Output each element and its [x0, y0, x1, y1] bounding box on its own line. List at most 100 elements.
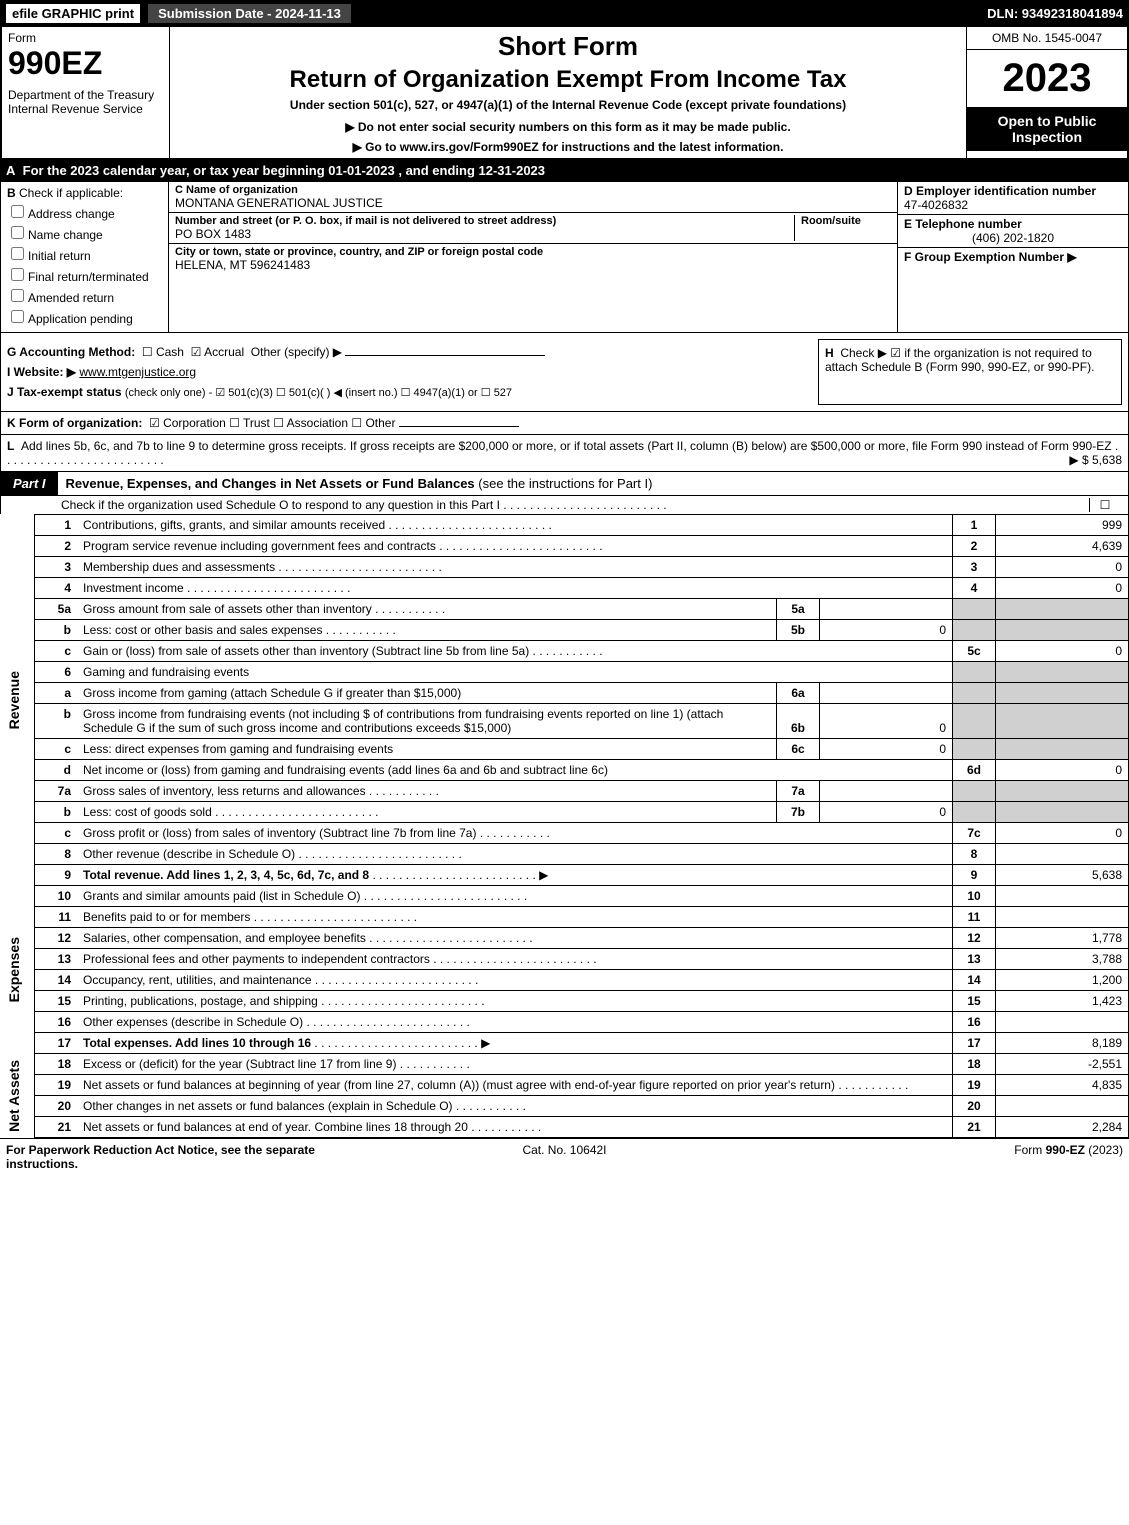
efile-print-label[interactable]: efile GRAPHIC print: [6, 4, 140, 23]
table-row: c Gain or (loss) from sale of assets oth…: [0, 641, 1129, 662]
table-row: 16 Other expenses (describe in Schedule …: [0, 1012, 1129, 1033]
b-label: B: [7, 186, 16, 200]
table-row: Net Assets 18 Excess or (deficit) for th…: [0, 1054, 1129, 1075]
form-word: Form: [8, 31, 163, 45]
table-row: b Less: cost of goods sold 7b 0: [0, 802, 1129, 823]
table-row: d Net income or (loss) from gaming and f…: [0, 760, 1129, 781]
part1-sub: Check if the organization used Schedule …: [0, 496, 1129, 514]
footer-right: Form 990-EZ (2023): [751, 1143, 1123, 1171]
b-opt-pending[interactable]: Application pending: [7, 307, 162, 326]
f-label: F Group Exemption Number ▶: [904, 250, 1077, 264]
b-checkbox-final[interactable]: [11, 268, 24, 281]
form-header: Form 990EZ Department of the Treasury In…: [0, 27, 1129, 160]
c-street-label: Number and street (or P. O. box, if mail…: [175, 215, 788, 227]
d-row: D Employer identification number 47-4026…: [898, 182, 1128, 215]
part1-check-text: Check if the organization used Schedule …: [61, 498, 1089, 512]
d-value: 47-4026832: [904, 198, 1122, 212]
part1-check-box[interactable]: ☐: [1089, 498, 1120, 512]
footer-left: For Paperwork Reduction Act Notice, see …: [6, 1143, 378, 1171]
section-def: D Employer identification number 47-4026…: [897, 182, 1128, 332]
table-row: b Less: cost or other basis and sales ex…: [0, 620, 1129, 641]
l-value: ▶ $ 5,638: [1069, 453, 1122, 467]
top-bar: efile GRAPHIC print Submission Date - 20…: [0, 0, 1129, 27]
return-title: Return of Organization Exempt From Incom…: [176, 66, 960, 94]
part1-title: Revenue, Expenses, and Changes in Net As…: [58, 472, 1128, 495]
g-accrual[interactable]: [191, 345, 204, 359]
table-row: 14 Occupancy, rent, utilities, and maint…: [0, 970, 1129, 991]
section-ghij: G Accounting Method: Cash Accrual Other …: [0, 333, 1129, 412]
c-name-row: C Name of organization MONTANA GENERATIO…: [169, 182, 897, 213]
g-other-field[interactable]: [345, 355, 545, 356]
d-label: D Employer identification number: [904, 184, 1122, 198]
l-label: L: [7, 439, 14, 453]
b-checkbox-name[interactable]: [11, 226, 24, 239]
b-opt-final[interactable]: Final return/terminated: [7, 265, 162, 284]
c-name-label: C Name of organization: [175, 184, 891, 196]
short-form-title: Short Form: [176, 31, 960, 62]
open-inspection: Open to Public Inspection: [967, 107, 1127, 151]
section-c: C Name of organization MONTANA GENERATIO…: [169, 182, 897, 332]
section-bcdef: B Check if applicable: Address change Na…: [0, 181, 1129, 333]
table-row: 13 Professional fees and other payments …: [0, 949, 1129, 970]
table-row: 5a Gross amount from sale of assets othe…: [0, 599, 1129, 620]
g-label: G Accounting Method:: [7, 345, 135, 359]
table-row: 9 Total revenue. Add lines 1, 2, 3, 4, 5…: [0, 865, 1129, 886]
section-a-text: For the 2023 calendar year, or tax year …: [23, 163, 545, 178]
table-row: 3 Membership dues and assessments 3 0: [0, 557, 1129, 578]
j-label: J Tax-exempt status: [7, 385, 122, 399]
b-checkbox-amended[interactable]: [11, 289, 24, 302]
b-check-text: Check if applicable:: [19, 186, 123, 200]
l-text: Add lines 5b, 6c, and 7b to line 9 to de…: [21, 439, 1112, 453]
table-row: 8 Other revenue (describe in Schedule O)…: [0, 844, 1129, 865]
b-checkbox-initial[interactable]: [11, 247, 24, 260]
table-row: 11 Benefits paid to or for members 11: [0, 907, 1129, 928]
g-other: Other (specify) ▶: [251, 345, 342, 359]
g-line: G Accounting Method: Cash Accrual Other …: [7, 345, 818, 359]
dln: DLN: 93492318041894: [987, 6, 1123, 21]
department: Department of the Treasury Internal Reve…: [8, 88, 163, 116]
i-value[interactable]: www.mtgenjustice.org: [79, 365, 196, 379]
b-checkbox-address[interactable]: [11, 205, 24, 218]
g-cash[interactable]: [142, 345, 156, 359]
part1-table: Revenue 1 Contributions, gifts, grants, …: [0, 514, 1129, 1138]
k-other-field[interactable]: [399, 426, 519, 427]
form-title-block: Short Form Return of Organization Exempt…: [170, 27, 966, 158]
section-b: B Check if applicable: Address change Na…: [1, 182, 169, 332]
section-a: A For the 2023 calendar year, or tax yea…: [0, 160, 1129, 181]
b-opt-initial[interactable]: Initial return: [7, 244, 162, 263]
table-row: c Gross profit or (loss) from sales of i…: [0, 823, 1129, 844]
table-row: 15 Printing, publications, postage, and …: [0, 991, 1129, 1012]
expenses-side-label: Expenses: [0, 886, 35, 1054]
e-value: (406) 202-1820: [904, 231, 1122, 245]
i-line: I Website: ▶ www.mtgenjustice.org: [7, 365, 818, 379]
b-opt-amended[interactable]: Amended return: [7, 286, 162, 305]
c-city-row: City or town, state or province, country…: [169, 244, 897, 274]
goto-link[interactable]: ▶ Go to www.irs.gov/Form990EZ for instru…: [176, 140, 960, 154]
table-row: 19 Net assets or fund balances at beginn…: [0, 1075, 1129, 1096]
c-city-label: City or town, state or province, country…: [175, 246, 891, 258]
j-text: (check only one) - ☑ 501(c)(3) ☐ 501(c)(…: [125, 387, 512, 399]
h-text: Check ▶ ☑ if the organization is not req…: [825, 346, 1094, 374]
header-right: OMB No. 1545-0047 2023 Open to Public In…: [966, 27, 1127, 158]
table-row: c Less: direct expenses from gaming and …: [0, 739, 1129, 760]
table-row: 4 Investment income 4 0: [0, 578, 1129, 599]
c-room-label: Room/suite: [801, 215, 891, 227]
b-opt-address[interactable]: Address change: [7, 202, 162, 221]
b-checkbox-pending[interactable]: [11, 310, 24, 323]
h-label: H: [825, 346, 834, 360]
table-row: 20 Other changes in net assets or fund b…: [0, 1096, 1129, 1117]
c-name-value: MONTANA GENERATIONAL JUSTICE: [175, 196, 891, 210]
b-opt-name[interactable]: Name change: [7, 223, 162, 242]
k-label: K Form of organization:: [7, 416, 142, 430]
i-label: I Website: ▶: [7, 365, 76, 379]
form-id-block: Form 990EZ Department of the Treasury In…: [2, 27, 170, 158]
table-row: 2 Program service revenue including gove…: [0, 536, 1129, 557]
part1-header: Part I Revenue, Expenses, and Changes in…: [0, 472, 1129, 496]
table-row: Revenue 1 Contributions, gifts, grants, …: [0, 515, 1129, 536]
table-row: 17 Total expenses. Add lines 10 through …: [0, 1033, 1129, 1054]
submission-date: Submission Date - 2024-11-13: [146, 2, 353, 25]
table-row: 21 Net assets or fund balances at end of…: [0, 1117, 1129, 1138]
form-number: 990EZ: [8, 45, 163, 82]
k-text: ☑ Corporation ☐ Trust ☐ Association ☐ Ot…: [149, 416, 395, 430]
under-section: Under section 501(c), 527, or 4947(a)(1)…: [176, 98, 960, 112]
